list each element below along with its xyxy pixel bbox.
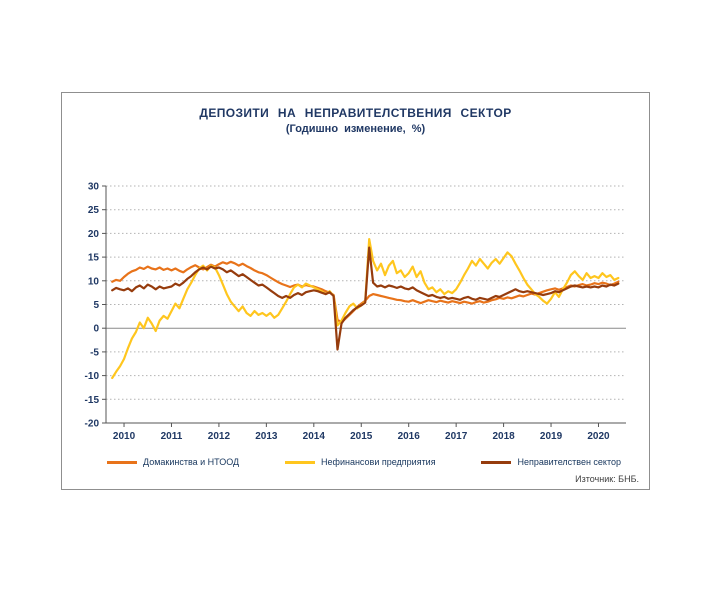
x-tick-label: 2012 — [208, 431, 231, 442]
legend-item-nonfinancial: Нефинансови предприятия — [285, 457, 436, 467]
legend-swatch-nongovernment — [481, 460, 512, 464]
x-tick-label: 2019 — [540, 431, 563, 442]
y-tick-label: -10 — [85, 371, 100, 382]
y-tick-label: 10 — [88, 276, 100, 287]
x-tick-label: 2017 — [445, 431, 468, 442]
legend-label-nongovernment: Неправителствен сектор — [517, 457, 621, 467]
x-tick-label: 2013 — [255, 431, 278, 442]
y-tick-label: -15 — [85, 395, 100, 406]
x-tick-label: 2014 — [303, 431, 326, 442]
y-tick-label: 30 — [88, 182, 100, 193]
y-tick-label: 25 — [88, 205, 100, 216]
x-tick-label: 2010 — [113, 431, 136, 442]
y-tick-label: 0 — [93, 324, 99, 335]
chart-frame: ДЕПОЗИТИ НА НЕПРАВИТЕЛСТВЕНИЯ СЕКТОР (Го… — [61, 92, 650, 490]
legend-item-nongovernment: Неправителствен сектор — [481, 457, 621, 467]
legend-label-households: Домакинства и НТООД — [143, 457, 240, 467]
y-tick-label: 5 — [93, 300, 99, 311]
x-tick-label: 2015 — [350, 431, 373, 442]
chart-subtitle: (Годишно изменение, %) — [285, 123, 426, 135]
chart-title: ДЕПОЗИТИ НА НЕПРАВИТЕЛСТВЕНИЯ СЕКТОР — [199, 106, 512, 120]
legend-label-nonfinancial: Нефинансови предприятия — [321, 457, 436, 467]
x-tick-label: 2020 — [587, 431, 610, 442]
y-tick-label: 20 — [88, 229, 100, 240]
legend-item-households: Домакинства и НТООД — [107, 457, 239, 467]
y-tick-label: 15 — [88, 253, 100, 264]
legend-swatch-nonfinancial — [285, 460, 316, 464]
y-tick-label: -20 — [85, 419, 100, 430]
x-tick-label: 2011 — [161, 431, 183, 442]
series-line-nonfinancial — [111, 237, 620, 380]
source-note: Източник: БНБ. — [575, 474, 639, 484]
x-tick-label: 2018 — [492, 431, 515, 442]
series-line-nongovernment — [111, 246, 620, 351]
chart-legend: Домакинства и НТООД Нефинансови предприя… — [107, 457, 621, 467]
y-tick-label: -5 — [90, 347, 99, 358]
x-tick-label: 2016 — [398, 431, 421, 442]
legend-swatch-households — [107, 460, 137, 464]
